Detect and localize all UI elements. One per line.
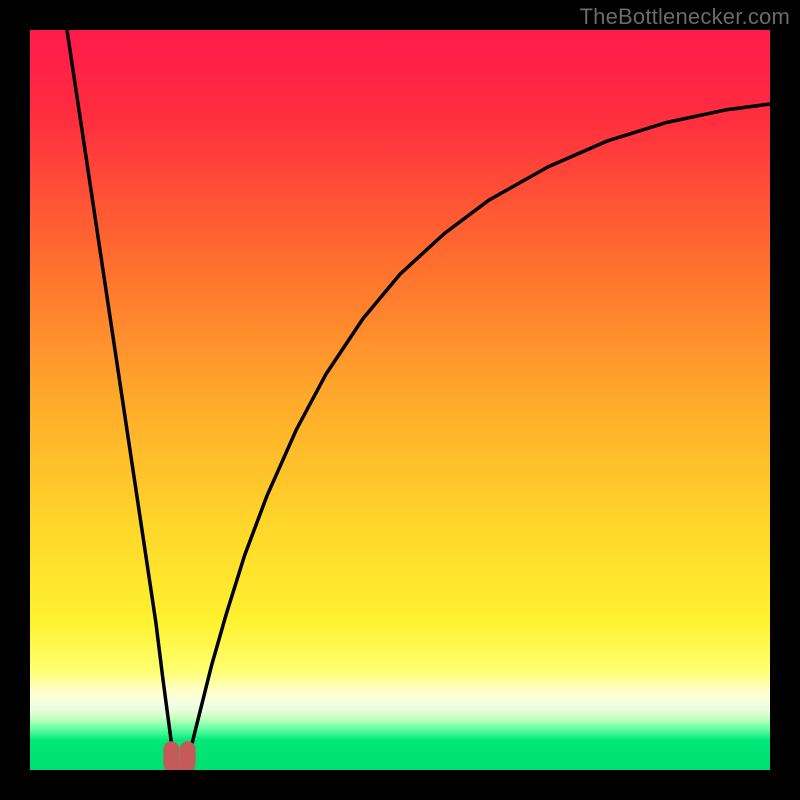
- chart-container: TheBottlenecker.com: [0, 0, 800, 800]
- plot-background: [30, 30, 770, 770]
- chart-svg: [0, 0, 800, 800]
- watermark-text: TheBottlenecker.com: [580, 4, 790, 30]
